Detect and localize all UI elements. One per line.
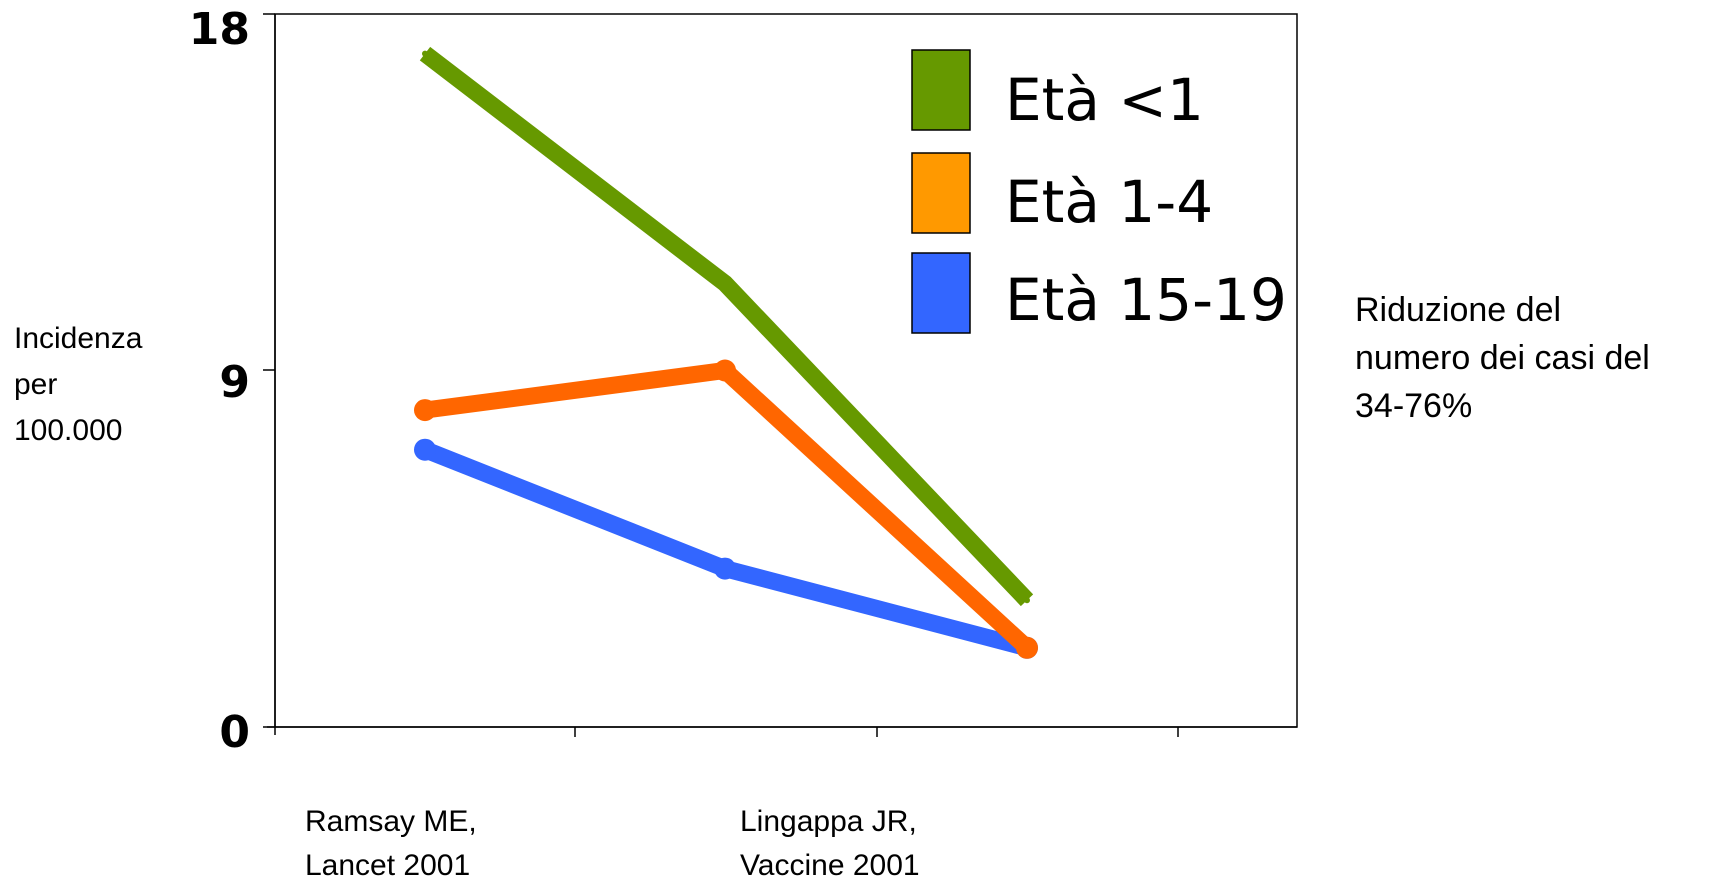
data-point-1-1 bbox=[714, 359, 736, 382]
y-tick-label-18: 18 bbox=[189, 4, 250, 55]
y-axis-label-line-2: per bbox=[14, 368, 58, 401]
data-point-0-1 bbox=[722, 280, 728, 287]
y-axis-label: Incidenza per 100.000 bbox=[14, 316, 184, 454]
y-tick-label-0: 0 bbox=[219, 707, 250, 758]
series-line-2 bbox=[421, 441, 1030, 657]
legend-label-0: Età <1 bbox=[1005, 66, 1204, 134]
data-point-1-2 bbox=[1016, 636, 1038, 659]
legend-label-2: Età 15-19 bbox=[1005, 266, 1287, 334]
x-category-label-2: Lingappa JR, Vaccine 2001 bbox=[740, 800, 920, 888]
x-category-2-line-2: Vaccine 2001 bbox=[740, 849, 920, 882]
legend: Età <1 Età 1-4 Età 15-19 bbox=[911, 49, 1287, 334]
data-point-1-0 bbox=[414, 399, 436, 422]
legend-swatch-1 bbox=[911, 152, 971, 234]
reduction-annotation-line-1: Riduzione del bbox=[1355, 291, 1562, 329]
data-point-0-2 bbox=[1024, 597, 1030, 604]
x-category-2-line-1: Lingappa JR, bbox=[740, 805, 917, 838]
data-point-0-0 bbox=[422, 50, 428, 57]
data-point-2-1 bbox=[714, 557, 736, 580]
y-axis-label-line-1: Incidenza bbox=[14, 322, 143, 355]
legend-label-1: Età 1-4 bbox=[1005, 168, 1213, 236]
y-tick-label-9: 9 bbox=[219, 357, 250, 408]
reduction-annotation-line-2: numero dei casi del bbox=[1355, 339, 1650, 377]
x-category-label-1: Ramsay ME, Lancet 2001 bbox=[305, 800, 477, 888]
x-category-1-line-1: Ramsay ME, bbox=[305, 805, 477, 838]
data-point-2-0 bbox=[414, 438, 436, 461]
series-layer bbox=[414, 46, 1038, 659]
legend-swatch-0 bbox=[911, 49, 971, 131]
y-axis-label-line-3: 100.000 bbox=[14, 414, 123, 447]
reduction-annotation-line-3: 34-76% bbox=[1355, 387, 1473, 425]
reduction-annotation: Riduzione del numero dei casi del 34-76% bbox=[1355, 286, 1725, 430]
x-category-1-line-2: Lancet 2001 bbox=[305, 849, 471, 882]
legend-swatch-2 bbox=[911, 252, 971, 334]
